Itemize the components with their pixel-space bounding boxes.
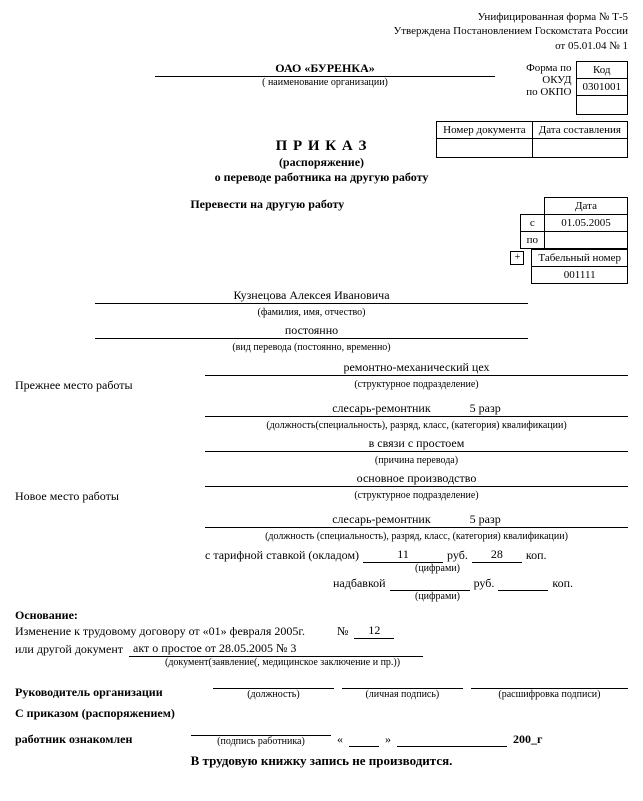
reason-cap: (причина перевода) [375,455,458,466]
head-pos-val [213,674,334,689]
approved-line: Утверждена Постановлением Госкомстата Ро… [15,24,628,38]
prev-work-label: Прежнее место работы [15,360,205,393]
date-ref-line: от 05.01.04 № 1 [15,39,628,53]
plus-icon: + [510,251,524,265]
title-prikaz: П Р И К А З [15,138,628,155]
tariff-kop-val: 28 [472,547,522,563]
new-pos-cap: (должность (специальность), разряд, клас… [265,531,568,542]
title-sub1: (распоряжение) [15,155,628,170]
doc-date-header: Дата составления [532,121,627,138]
date-s-label: с [520,214,544,231]
fio-value: Кузнецова Алексея Ивановича [95,288,528,304]
nadbavka-label: надбавкой [333,576,386,591]
title-sub2: о переводе работника на другую работу [15,170,628,185]
new-unit-cap: (структурное подразделение) [354,490,478,501]
ack-q1: « [337,732,343,747]
footer-note: В трудовую книжку запись не производится… [15,753,628,769]
ack-label2: работник ознакомлен [15,732,185,747]
nadbavka-val [390,576,470,591]
nadbavka-cif-cap: (цифрами) [415,591,628,602]
tab-num-header: Табельный номер [532,249,628,266]
tariff-kop: коп. [526,548,547,563]
ack-month [397,732,507,747]
form-header: Унифицированная форма № Т-5 Утверждена П… [15,10,628,53]
head-decr-cap: (расшифровка подписи) [471,689,628,700]
ack-day [349,732,379,747]
new-unit-val: основное производство [205,471,628,487]
basis-label: Основание: [15,608,628,623]
transfer-type-val: постоянно [95,323,528,339]
form-name-line: Унифицированная форма № Т-5 [15,10,628,24]
doc-num-header: Номер документа [437,121,533,138]
okud-block: Форма по ОКУД по ОКПО Код 0301001 [495,61,628,115]
okpo-label: по ОКПО [495,86,572,98]
ack-sign-val [191,721,331,736]
kod-value: 0301001 [576,78,628,95]
org-name: ОАО «БУРЕНКА» [155,61,495,77]
kod-header: Код [576,61,628,78]
ack-q2: » [385,732,391,747]
basis-num-val: 12 [354,623,394,639]
basis-line2-val: акт о простое от 28.05.2005 № 3 [129,641,423,657]
fio-caption: (фамилия, имя, отчество) [258,307,366,318]
tariff-prefix: с тарифной ставкой (окладом) [205,548,359,563]
date-po-label: по [520,231,544,248]
prev-unit-cap: (структурное подразделение) [354,379,478,390]
tariff-val: 11 [363,547,443,563]
nadbavka-rub: руб. [474,576,495,591]
basis-line1: Изменение к трудовому договору от «01» ф… [15,624,305,639]
head-sign-cap: (личная подпись) [342,689,463,700]
prev-pos-val: слесарь-ремонтник 5 разр [205,401,628,417]
ack-year: 200_г [513,732,542,747]
date-s-val: 01.05.2005 [545,214,628,231]
new-work-label: Новое место работы [15,471,205,504]
head-pos-cap: (должность) [213,689,334,700]
basis-line2-cap: (документ(заявление(, медицинское заключ… [165,657,628,668]
date-po-val [545,231,628,248]
tariff-cif-cap: (цифрами) [415,563,628,574]
head-decr-val [471,674,628,689]
kod-empty [576,95,628,114]
date-table: Дата с01.05.2005 по [520,197,628,249]
basis-line2-label: или другой документ [15,642,123,657]
tab-number-wrap: + Табельный номер 001111 [15,249,628,284]
nadbavka-kop-val [498,576,548,591]
transfer-heading: Перевести на другую работу [137,197,397,212]
new-pos-val: слесарь-ремонтник 5 разр [205,512,628,528]
org-caption: ( наименование организации) [155,77,495,88]
head-label: Руководитель организации [15,685,205,700]
reason-val: в связи с простоем [205,436,628,452]
ack-sign-cap: (подпись работника) [191,736,331,747]
head-sign-val [342,674,463,689]
transfer-type-cap: (вид перевода (постоянно, временно) [232,342,390,353]
org-block: ОАО «БУРЕНКА» ( наименование организации… [155,61,495,88]
date-header: Дата [545,197,628,214]
ack-label1: С приказом (распоряжением) [15,706,628,721]
prev-unit-val: ремонтно-механический цех [205,360,628,376]
kod-table: Код 0301001 [576,61,629,115]
tariff-rub: руб. [447,548,468,563]
tab-num-val: 001111 [532,266,628,283]
nadbavka-kop: коп. [552,576,573,591]
okud-label: Форма по ОКУД [495,62,572,86]
prev-pos-cap: (должность(специальность), разряд, класс… [266,420,566,431]
basis-num-label: № [337,624,348,639]
